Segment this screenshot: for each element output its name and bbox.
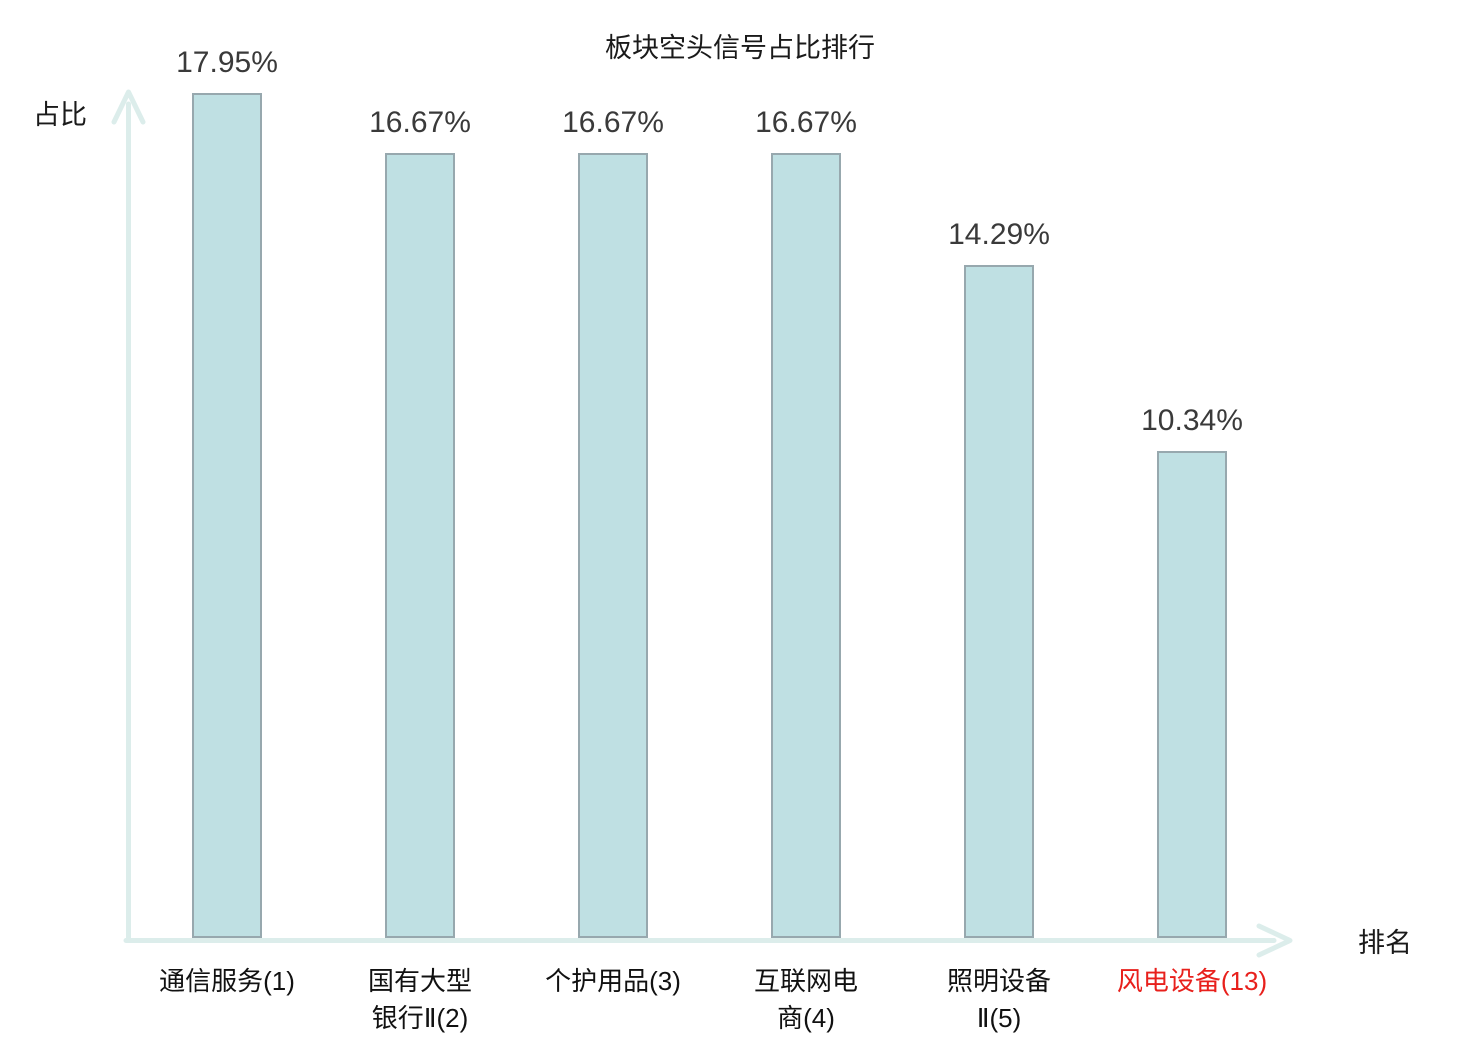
category-label-line: 互联网电 xyxy=(753,966,859,996)
bar-value-label-2: 16.67% xyxy=(369,106,471,139)
x-axis-arrowhead-icon xyxy=(1256,923,1293,958)
y-axis-label: 占比 xyxy=(33,100,87,130)
category-label-2: 国有大型银行Ⅱ(2) xyxy=(368,963,472,1037)
chart-title: 板块空头信号占比排行 xyxy=(605,33,875,63)
category-label-4: 互联网电商(4) xyxy=(754,963,858,1037)
bar-value-label-5: 14.29% xyxy=(948,218,1050,251)
bar-value-label-1: 17.95% xyxy=(176,46,278,79)
bar-2 xyxy=(385,153,455,938)
category-label-line: Ⅱ(5) xyxy=(976,1003,1022,1033)
bar-4 xyxy=(771,153,841,938)
category-label-line: 商(4) xyxy=(777,1003,835,1033)
y-axis-arrowhead-icon xyxy=(111,89,146,125)
bar-value-label-4: 16.67% xyxy=(755,106,857,139)
category-label-5: 照明设备 Ⅱ(5) xyxy=(947,963,1051,1037)
x-axis-label: 排名 xyxy=(1358,928,1412,958)
category-label-line: 照明设备 xyxy=(946,966,1052,996)
bar-6 xyxy=(1157,451,1227,938)
bar-5 xyxy=(964,265,1034,938)
category-label-line: 银行Ⅱ(2) xyxy=(371,1003,469,1033)
category-label-line: 个护用品(3) xyxy=(545,966,681,996)
bar-value-label-6: 10.34% xyxy=(1141,404,1243,437)
category-label-line: 通信服务(1) xyxy=(159,966,295,996)
bar-3 xyxy=(578,153,648,938)
category-label-6: 风电设备(13) xyxy=(1117,963,1267,1000)
bar-1 xyxy=(192,93,262,938)
category-label-line: 国有大型 xyxy=(367,966,473,996)
bar-value-label-3: 16.67% xyxy=(562,106,664,139)
category-label-3: 个护用品(3) xyxy=(545,963,681,1000)
category-label-1: 通信服务(1) xyxy=(159,963,295,1000)
category-label-line: 风电设备(13) xyxy=(1116,966,1268,996)
